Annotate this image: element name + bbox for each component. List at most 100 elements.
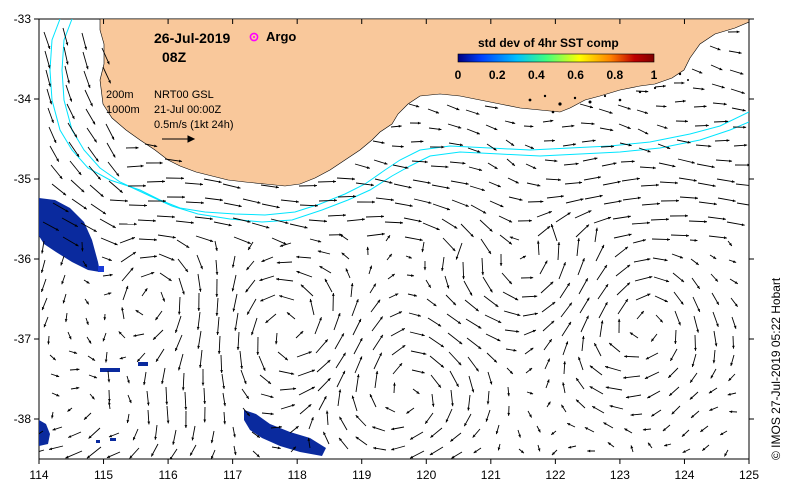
current-vector	[215, 278, 219, 298]
current-vector	[527, 410, 533, 418]
current-vector	[545, 379, 550, 389]
current-vector	[429, 446, 444, 456]
current-vector	[618, 123, 631, 130]
current-vector	[387, 273, 396, 280]
current-vector	[564, 181, 583, 185]
current-vector	[82, 51, 89, 70]
current-vector	[604, 365, 622, 372]
current-vector	[102, 332, 107, 342]
current-vector	[546, 194, 564, 199]
current-vector	[729, 410, 738, 414]
current-vector	[612, 215, 631, 220]
current-vector	[442, 237, 456, 252]
current-vector	[46, 88, 53, 105]
current-vector	[539, 260, 548, 275]
current-vector	[410, 350, 427, 356]
current-vector	[581, 139, 596, 143]
current-vector	[712, 349, 716, 364]
current-vector	[431, 393, 435, 407]
current-vector	[605, 386, 623, 391]
current-vector	[413, 198, 432, 204]
current-vector	[584, 194, 603, 200]
current-vector	[681, 429, 690, 437]
current-vector	[105, 123, 115, 140]
current-vector	[482, 276, 493, 293]
current-vector	[674, 99, 686, 103]
current-vector	[102, 66, 112, 84]
colorbar-tick-label: 0.4	[528, 68, 545, 82]
current-vector	[502, 291, 519, 301]
current-vector	[392, 362, 403, 375]
current-vector	[701, 444, 710, 452]
current-vector	[525, 367, 533, 374]
current-vector	[654, 295, 668, 303]
current-vector	[560, 302, 573, 318]
colorbar-tick-label: 0	[455, 68, 462, 82]
current-vector	[353, 337, 363, 355]
current-vector	[621, 177, 640, 182]
current-vector	[422, 222, 440, 231]
current-vector	[198, 349, 203, 368]
current-vector	[650, 333, 658, 342]
current-vector	[261, 256, 274, 263]
current-vector	[499, 234, 513, 245]
current-vector	[298, 184, 318, 188]
current-vector	[694, 124, 709, 127]
current-vector	[69, 160, 82, 176]
current-vector	[427, 108, 440, 114]
current-vector	[42, 221, 60, 231]
current-vector	[709, 45, 721, 51]
current-vector	[580, 315, 589, 333]
current-vector	[231, 255, 236, 268]
current-vector	[559, 282, 571, 299]
current-vector	[69, 368, 80, 371]
current-vector	[216, 316, 220, 335]
current-vector	[679, 196, 698, 200]
current-vector	[682, 448, 691, 454]
current-vector	[505, 348, 517, 352]
current-vector	[520, 276, 534, 280]
current-vector	[506, 158, 516, 167]
current-vector	[43, 31, 51, 50]
current-vector	[85, 317, 89, 326]
date-label: 26-Jul-2019	[154, 30, 230, 46]
current-vector	[504, 120, 516, 125]
current-vector	[144, 143, 158, 148]
current-vector	[536, 425, 541, 433]
current-vector	[68, 141, 80, 158]
current-vector	[412, 388, 420, 395]
current-vector	[669, 214, 689, 218]
current-vector	[265, 313, 277, 324]
current-vector	[385, 234, 391, 242]
current-vector	[668, 386, 680, 397]
current-vector	[716, 178, 735, 183]
current-vector	[674, 329, 677, 345]
current-vector	[368, 265, 373, 275]
current-vector	[390, 327, 406, 337]
current-vector	[374, 370, 379, 389]
current-vector	[374, 178, 393, 184]
current-vector	[678, 177, 697, 182]
current-vector	[617, 318, 621, 334]
current-vector	[551, 449, 558, 456]
current-vector	[582, 157, 598, 162]
current-vector	[256, 336, 260, 356]
current-vector	[563, 361, 567, 375]
current-vector	[260, 184, 279, 189]
current-vector	[497, 443, 501, 451]
current-vector	[127, 394, 132, 404]
current-vector	[391, 145, 404, 148]
x-tick-label: 117	[223, 468, 242, 482]
x-tick-label: 119	[352, 468, 371, 482]
current-vector	[698, 201, 717, 206]
current-vector	[223, 202, 242, 208]
current-vector	[623, 375, 641, 380]
current-vector	[463, 413, 472, 427]
current-vector	[62, 236, 79, 247]
current-vector	[65, 450, 83, 459]
current-vector	[197, 273, 202, 292]
current-vector	[594, 227, 599, 243]
current-vector	[146, 180, 166, 183]
current-vector	[300, 284, 314, 297]
